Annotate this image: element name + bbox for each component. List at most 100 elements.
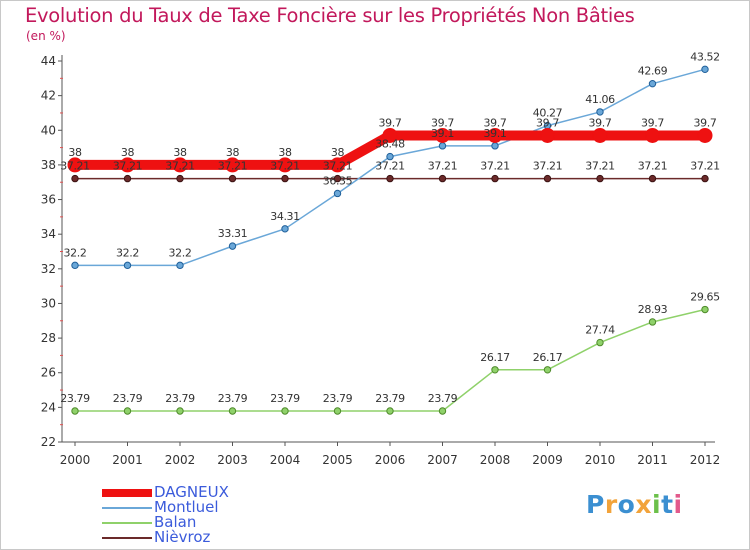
- data-point-montluel: [333, 189, 342, 198]
- x-tick-label: 2011: [637, 453, 668, 467]
- data-point-montluel: [71, 261, 79, 270]
- data-point-nievroz: [543, 174, 552, 183]
- data-point-dagneux: [330, 157, 345, 173]
- data-label-dagneux: 39.7: [641, 116, 664, 129]
- data-label-nievroz: 37.21: [428, 160, 458, 173]
- data-point-nievroz: [386, 174, 394, 183]
- data-label-balan: 23.79: [113, 392, 143, 405]
- data-label-nievroz: 37.21: [60, 160, 90, 173]
- data-label-balan: 23.79: [60, 392, 90, 405]
- data-point-balan: [701, 305, 709, 314]
- data-point-balan: [596, 338, 604, 347]
- data-label-balan: 23.79: [218, 392, 248, 405]
- data-label-dagneux: 38: [331, 146, 345, 159]
- data-point-nievroz: [648, 174, 657, 183]
- data-label-montluel: 42.69: [638, 65, 668, 78]
- data-label-montluel: 41.06: [585, 93, 615, 106]
- data-point-montluel: [281, 225, 289, 233]
- legend-swatch-balan: [102, 522, 152, 524]
- data-point-dagneux: [225, 157, 240, 173]
- data-label-balan: 27.74: [585, 324, 615, 337]
- legend-label-nievroz: Nièvroz: [154, 528, 211, 546]
- data-label-montluel: 40.27: [533, 107, 563, 120]
- data-label-nievroz: 37.21: [113, 160, 143, 173]
- data-label-montluel: 32.2: [169, 246, 192, 259]
- data-point-dagneux: [172, 157, 188, 173]
- data-point-montluel: [701, 65, 709, 74]
- data-point-montluel: [596, 108, 604, 116]
- data-label-dagneux: 38: [226, 146, 240, 159]
- data-label-dagneux: 39.7: [379, 116, 402, 129]
- data-label-dagneux: 39.7: [484, 116, 507, 129]
- data-point-balan: [71, 407, 79, 415]
- data-point-dagneux: [592, 127, 608, 143]
- data-label-montluel: 36.35: [323, 174, 353, 187]
- data-point-balan: [281, 407, 289, 415]
- data-label-balan: 23.79: [165, 392, 195, 405]
- data-label-montluel: 32.2: [64, 246, 87, 259]
- data-label-dagneux: 38: [121, 146, 135, 159]
- data-point-montluel: [491, 142, 499, 150]
- data-point-nievroz: [491, 174, 499, 183]
- data-label-dagneux: 39.7: [694, 116, 717, 129]
- x-tick-label: 2000: [60, 453, 91, 467]
- x-tick-label: 2008: [480, 453, 511, 467]
- y-tick-label: 24: [41, 400, 56, 414]
- data-label-nievroz: 37.21: [690, 160, 720, 173]
- data-label-nievroz: 37.21: [480, 160, 510, 173]
- data-label-dagneux: 39.7: [536, 116, 559, 129]
- y-tick-label: 26: [41, 366, 56, 380]
- data-point-montluel: [123, 261, 132, 270]
- data-point-nievroz: [438, 174, 447, 183]
- data-point-montluel: [438, 142, 447, 150]
- unit-label: (en %): [26, 29, 66, 43]
- data-label-nievroz: 37.21: [533, 160, 563, 173]
- data-point-balan: [228, 407, 237, 415]
- data-point-nievroz: [333, 174, 342, 183]
- y-tick-label: 22: [41, 435, 56, 449]
- data-point-dagneux: [697, 127, 713, 143]
- x-tick-label: 2005: [322, 453, 353, 467]
- data-point-dagneux: [435, 127, 450, 143]
- legend-label-balan: Balan: [154, 513, 197, 531]
- data-label-dagneux: 38: [278, 146, 292, 159]
- data-label-dagneux: 39.7: [431, 116, 454, 129]
- legend-label-montluel: Montluel: [154, 498, 219, 516]
- data-point-nievroz: [228, 174, 237, 183]
- x-tick-label: 2006: [375, 453, 406, 467]
- data-label-balan: 23.79: [270, 392, 300, 405]
- data-point-dagneux: [277, 157, 293, 173]
- data-point-montluel: [176, 261, 184, 270]
- legend-swatch-nievroz: [102, 537, 152, 539]
- data-point-nievroz: [596, 174, 604, 183]
- data-point-balan: [176, 407, 184, 415]
- x-tick-label: 2004: [270, 453, 301, 467]
- data-point-dagneux: [67, 157, 83, 173]
- y-tick-label: 32: [41, 262, 56, 276]
- data-label-nievroz: 37.21: [165, 160, 195, 173]
- data-point-dagneux: [487, 127, 503, 143]
- data-point-dagneux: [120, 157, 135, 173]
- data-point-balan: [491, 366, 499, 374]
- x-tick-label: 2010: [585, 453, 616, 467]
- legend-swatch-dagneux: [102, 489, 152, 497]
- data-label-dagneux: 38: [173, 146, 187, 159]
- x-tick-label: 2001: [112, 453, 143, 467]
- data-point-nievroz: [281, 174, 289, 183]
- y-tick-label: 44: [41, 54, 56, 68]
- data-label-montluel: 32.2: [116, 246, 139, 259]
- data-label-montluel: 39.1: [484, 127, 507, 140]
- data-point-balan: [438, 407, 447, 415]
- data-label-nievroz: 37.21: [218, 160, 248, 173]
- data-label-nievroz: 37.21: [270, 160, 300, 173]
- data-point-montluel: [648, 79, 657, 88]
- x-tick-label: 2003: [217, 453, 248, 467]
- data-label-montluel: 33.31: [218, 227, 248, 240]
- data-point-balan: [386, 407, 394, 415]
- data-point-balan: [333, 407, 342, 415]
- chart-title: Evolution du Taux de Taxe Foncière sur l…: [25, 4, 635, 27]
- data-point-dagneux: [540, 127, 555, 143]
- data-point-nievroz: [71, 174, 79, 183]
- data-point-nievroz: [123, 174, 132, 183]
